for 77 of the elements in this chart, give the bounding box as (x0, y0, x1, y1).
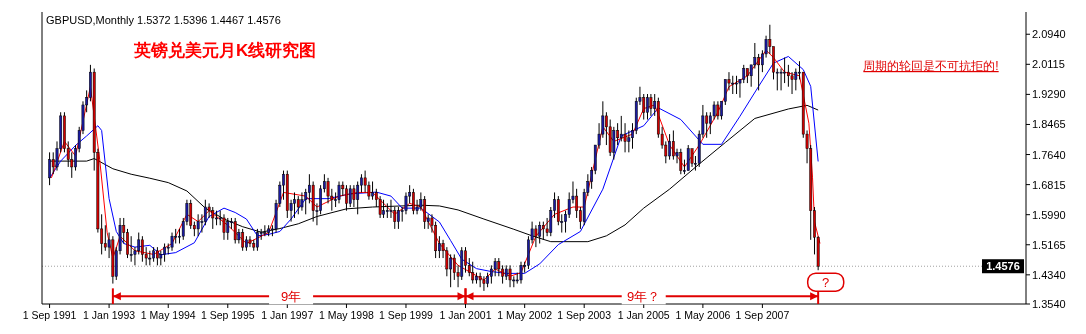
y-tick-label: 1.4340 (1032, 268, 1066, 281)
candlestick (735, 75, 738, 95)
candlestick (170, 232, 174, 252)
candlestick (779, 68, 783, 91)
x-tick-label: 1 May 2006 (675, 309, 731, 321)
x-tick-label: 1 Sep 2003 (557, 309, 612, 321)
y-tick-label: 1.5165 (1032, 238, 1066, 251)
candlestick (508, 264, 512, 288)
candlestick (731, 75, 735, 95)
candlestick (464, 246, 467, 274)
candlestick (103, 224, 107, 252)
candlestick (345, 184, 348, 212)
candlestick (783, 57, 786, 84)
candlestick (612, 126, 616, 161)
x-tick-label: 1 May 1994 (140, 309, 196, 321)
candlestick (248, 235, 252, 248)
candlestick (263, 224, 267, 237)
annotation: 9年 (280, 289, 302, 305)
x-tick-label: 1 Jan 2001 (439, 309, 492, 321)
candlestick (686, 144, 690, 172)
x-tick-label: 1 Jan 1993 (83, 309, 136, 321)
y-tick-label: 2.0940 (1032, 28, 1066, 41)
candlestick (449, 253, 453, 288)
candlestick (690, 148, 694, 168)
y-tick-label: 1.3540 (1032, 298, 1066, 310)
y-tick-label: 1.9290 (1032, 88, 1066, 101)
x-tick-label: 1 Sep 2007 (735, 309, 790, 321)
annotation: 周期的轮回是不可抗拒的! (863, 59, 999, 73)
x-tick-label: 1 Sep 1995 (200, 309, 255, 321)
candlestick (646, 93, 649, 121)
y-tick-label: 1.6815 (1032, 178, 1066, 191)
candlestick (382, 199, 385, 219)
x-tick-label: 1 May 2002 (497, 309, 553, 321)
candlestick (156, 246, 159, 266)
y-tick-label: 2.0115 (1032, 58, 1065, 71)
candlestick (196, 213, 200, 237)
candlestick (716, 100, 720, 121)
candlestick (300, 191, 304, 212)
candlestick (482, 275, 486, 292)
candlestick (649, 93, 653, 117)
x-tick-label: 1 Sep 1999 (379, 309, 433, 321)
candlestick (671, 129, 675, 161)
x-tick-label: 1 Jan 1997 (261, 309, 314, 321)
candlestick (397, 206, 400, 230)
candlestick (705, 111, 709, 139)
candlestick (352, 184, 356, 208)
candlestick (296, 195, 300, 215)
candlestick (189, 199, 193, 230)
candlestick (668, 133, 671, 161)
candlestick (337, 181, 341, 204)
ref-line-label: 1.4576 (986, 260, 1020, 273)
chart-subtitle: GBPUSD,Monthly 1.5372 1.5396 1.4467 1.4576 (46, 14, 281, 26)
candlestick (51, 151, 55, 175)
candlestick (371, 181, 374, 201)
y-tick-label: 1.7640 (1032, 148, 1066, 161)
candlestick (519, 261, 523, 285)
candlestick (356, 181, 360, 215)
candlestick (163, 242, 166, 263)
text: 英镑兑美元月K线研究图 (133, 41, 317, 60)
candlestick (141, 235, 144, 263)
candlestick (348, 184, 352, 208)
candlestick (126, 228, 129, 259)
annotation: 9年？ (627, 289, 661, 305)
candlestick (412, 188, 415, 215)
candlestick (48, 151, 51, 186)
candlestick (293, 191, 296, 219)
y-tick-label: 1.8465 (1032, 118, 1066, 131)
candlestick (211, 206, 215, 230)
candlestick (501, 264, 504, 285)
x-tick-label: 1 Jan 2005 (617, 309, 670, 321)
candlestick (619, 115, 623, 142)
x-tick-label: 1 May 1998 (319, 309, 375, 321)
candlestick (389, 199, 393, 219)
candlestick (757, 53, 761, 91)
annotation: ? (822, 275, 830, 291)
x-tick-label: 1 Sep 1991 (22, 309, 77, 321)
y-tick-label: 1.5990 (1032, 208, 1066, 221)
